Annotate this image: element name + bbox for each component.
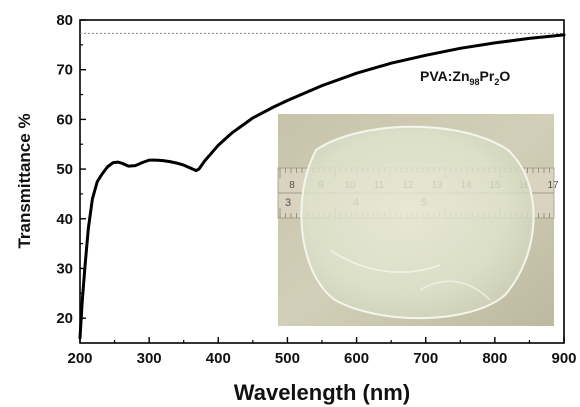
y-tick-label: 20 [56, 310, 73, 327]
y-tick-label: 30 [56, 260, 73, 277]
y-tick-label: 50 [56, 161, 73, 178]
y-tick-label: 70 [56, 62, 73, 79]
annotation-label: PVA:Zn98Pr2O [420, 68, 510, 87]
x-axis-title: Wavelength (nm) [234, 380, 410, 405]
x-tick-label: 700 [413, 350, 438, 367]
inset-photo: 891011121314151617345 [277, 114, 559, 326]
x-tick-label: 200 [67, 350, 92, 367]
y-tick-label: 60 [56, 111, 73, 128]
y-tick-label: 80 [56, 12, 73, 29]
ruler-number: 8 [289, 180, 295, 191]
y-tick-labels: 20 30 40 50 60 70 80 [56, 12, 73, 327]
ruler-number: 17 [547, 180, 559, 191]
x-tick-labels: 200 300 400 500 600 700 800 900 [67, 350, 576, 367]
x-tick-label: 800 [482, 350, 507, 367]
x-tick-label: 500 [275, 350, 300, 367]
y-axis-title: Transmittance % [15, 113, 34, 248]
ruler-number: 3 [285, 197, 291, 209]
y-tick-label: 40 [56, 211, 73, 228]
x-tick-label: 300 [137, 350, 162, 367]
film-disc [300, 125, 535, 320]
series-line [78, 33, 566, 340]
x-tick-label: 600 [344, 350, 369, 367]
x-tick-label: 400 [206, 350, 231, 367]
x-tick-label: 900 [551, 350, 576, 367]
